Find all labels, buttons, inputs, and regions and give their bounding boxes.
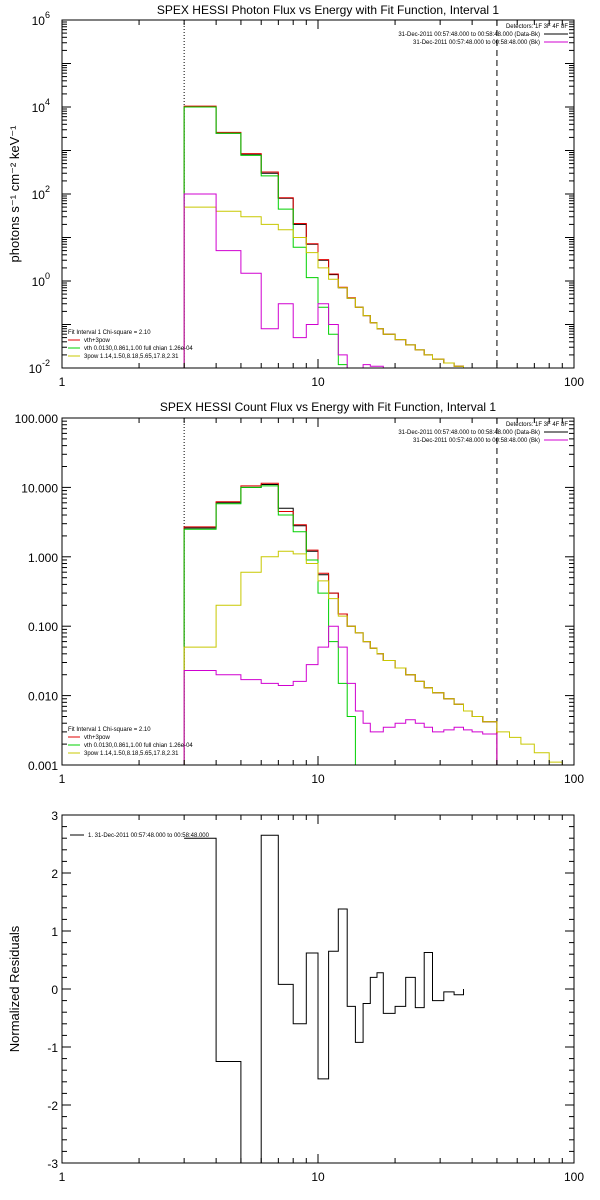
photon-y-tick-exponent: 0 bbox=[45, 271, 50, 281]
residual-y-tick-label: 2 bbox=[51, 867, 58, 881]
residual-y-tick-label: -1 bbox=[47, 1041, 58, 1055]
panel-photon-flux-title: SPEX HESSI Photon Flux vs Energy with Fi… bbox=[157, 3, 499, 17]
photon-y-axis-label: photons s⁻¹ cm⁻² keV⁻¹ bbox=[7, 125, 22, 263]
residual-x-tick-label: 100 bbox=[564, 1170, 584, 1184]
residual-y-tick-label: 0 bbox=[51, 983, 58, 997]
photon-series-vth-3pow bbox=[183, 105, 497, 368]
count-legend-header: Detectors: 1F 3F 4F 8F bbox=[506, 422, 568, 428]
photon-fit-legend-entry: vth 0.0130,0.861,1.00 full chian 1.26e-0… bbox=[84, 346, 193, 352]
residual-x-tick-label: 10 bbox=[311, 1170, 325, 1184]
count-fit-legend-entry: vth+3pow bbox=[84, 735, 111, 741]
photon-series-31-dec-2011-00-57-48-000-to-00-58-48-000-data-bk bbox=[183, 106, 497, 368]
photon-y-tick-label: 104 bbox=[32, 97, 50, 115]
residual-y-tick-label: 3 bbox=[51, 809, 58, 823]
photon-y-tick-exponent: 2 bbox=[45, 184, 50, 194]
photon-y-tick-label: 106 bbox=[32, 10, 50, 28]
photon-series-3pow bbox=[183, 206, 521, 368]
panel-photon-flux: SPEX HESSI Photon Flux vs Energy with Fi… bbox=[7, 3, 584, 389]
count-y-tick-label: 10.000 bbox=[21, 481, 58, 495]
count-series-vth-3pow bbox=[183, 482, 498, 765]
residual-x-tick-label: 1 bbox=[59, 1170, 66, 1184]
count-fit-legend-header: Fit Interval 1 Chi-square = 2.10 bbox=[68, 727, 151, 733]
photon-y-tick-label: 100 bbox=[32, 271, 50, 289]
count-y-tick-label: 0.010 bbox=[28, 690, 58, 704]
photon-legend-header: Detectors: 1F 3F 4F 8F bbox=[506, 24, 568, 30]
count-series-31-dec-2011-00-57-48-000-to-00-58-48-000-data-bk bbox=[183, 484, 498, 765]
photon-fit-legend-header: Fit Interval 1 Chi-square = 2.10 bbox=[68, 330, 151, 336]
residual-series-1-31-dec-2011-00-57-48-000-to-00-58-48-000 bbox=[184, 834, 464, 1163]
residual-y-tick-label: -2 bbox=[47, 1099, 58, 1113]
photon-y-tick-exponent: 4 bbox=[45, 97, 50, 107]
photon-fit-legend-entry: vth+3pow bbox=[84, 338, 111, 344]
count-x-tick-label: 10 bbox=[311, 772, 325, 786]
count-legend-entry: 31-Dec-2011 00:57:48.000 to 00:58:48.000… bbox=[398, 430, 540, 436]
residual-y-axis-label: Normalized Residuals bbox=[7, 925, 22, 1052]
count-fit-legend-entry: 3pow 1.14,1.50,8.18,5.65,17.8,2.31 bbox=[84, 751, 179, 757]
panel-residuals: 1 10 100 -3 -2 -1 0 1 2 3 Normalized Residuals 1. 3… bbox=[7, 809, 584, 1184]
residual-y-tick-label: -3 bbox=[47, 1157, 58, 1171]
photon-legend-entry: 31-Dec-2011 00:57:48.000 to 00:58:48.000… bbox=[413, 40, 540, 46]
photon-x-tick-label: 10 bbox=[311, 375, 325, 389]
residual-y-tick-label: 1 bbox=[51, 925, 58, 939]
panel-count-flux-title: SPEX HESSI Count Flux vs Energy with Fit… bbox=[160, 400, 496, 414]
count-y-tick-label: 0.001 bbox=[28, 759, 58, 773]
photon-series-31-dec-2011-00-57-48-000-to-00-58-48-000-bk bbox=[183, 193, 497, 368]
count-y-tick-label: 1.000 bbox=[28, 551, 58, 565]
count-series-3pow bbox=[183, 550, 563, 765]
photon-x-tick-label: 100 bbox=[564, 375, 584, 389]
count-legend-entry: 31-Dec-2011 00:57:48.000 to 00:58:48.000… bbox=[413, 438, 540, 444]
photon-y-tick-label: 10-2 bbox=[29, 358, 50, 376]
count-series-31-dec-2011-00-57-48-000-to-00-58-48-000-bk bbox=[183, 625, 498, 765]
count-y-tick-label: 100.000 bbox=[15, 412, 59, 426]
count-fit-legend-entry: vth 0.0130,0.861,1.00 full chian 1.26e-0… bbox=[84, 743, 193, 749]
panel-count-flux: SPEX HESSI Count Flux vs Energy with Fit… bbox=[15, 400, 585, 786]
count-x-tick-label: 100 bbox=[564, 772, 584, 786]
photon-y-tick-exponent: 6 bbox=[45, 10, 50, 20]
count-y-tick-label: 0.100 bbox=[28, 620, 58, 634]
photon-x-tick-label: 1 bbox=[59, 375, 66, 389]
residual-legend-entry: 1. 31-Dec-2011 00:57:48.000 to 00:58:48.… bbox=[88, 833, 210, 839]
photon-y-tick-label: 102 bbox=[32, 184, 50, 202]
photon-y-tick-exponent: -2 bbox=[42, 358, 50, 368]
photon-legend-entry: 31-Dec-2011 00:57:48.000 to 00:58:48.000… bbox=[398, 32, 540, 38]
count-x-tick-label: 1 bbox=[59, 772, 66, 786]
photon-fit-legend-entry: 3pow 1.14,1.50,8.18,5.65,17.8,2.31 bbox=[84, 354, 179, 360]
